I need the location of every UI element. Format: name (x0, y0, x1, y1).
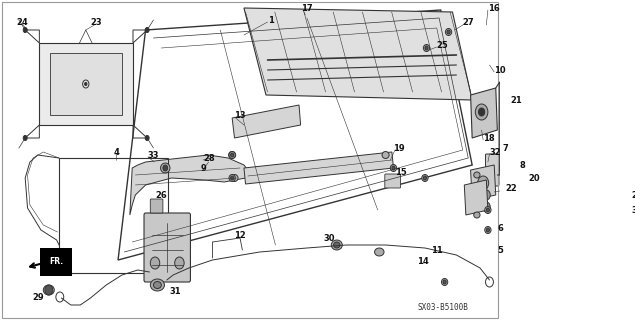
Ellipse shape (331, 240, 342, 250)
Ellipse shape (485, 206, 491, 213)
Ellipse shape (391, 164, 397, 172)
Text: 33: 33 (148, 150, 159, 159)
Circle shape (45, 285, 53, 295)
Text: 25: 25 (437, 41, 448, 50)
Text: 28: 28 (203, 154, 215, 163)
Text: 2: 2 (631, 190, 635, 199)
Circle shape (163, 165, 168, 171)
Text: SX03-B5100B: SX03-B5100B (417, 303, 468, 313)
Ellipse shape (231, 174, 238, 181)
Text: 15: 15 (395, 167, 407, 177)
Ellipse shape (422, 174, 428, 181)
Circle shape (447, 30, 450, 34)
Circle shape (486, 228, 490, 232)
Circle shape (478, 108, 485, 116)
Circle shape (175, 257, 184, 269)
Text: 20: 20 (529, 173, 540, 182)
Text: 22: 22 (505, 183, 517, 193)
Ellipse shape (485, 227, 491, 234)
Circle shape (23, 28, 27, 33)
Circle shape (392, 166, 395, 170)
Ellipse shape (229, 151, 236, 158)
Circle shape (476, 104, 488, 120)
Circle shape (231, 153, 234, 157)
Text: 27: 27 (463, 18, 474, 27)
Text: 26: 26 (156, 190, 168, 199)
Text: 1: 1 (267, 15, 274, 25)
Text: 6: 6 (497, 223, 503, 233)
Circle shape (84, 83, 87, 85)
Ellipse shape (229, 174, 236, 181)
FancyBboxPatch shape (486, 154, 499, 186)
Text: 23: 23 (90, 18, 102, 27)
Circle shape (23, 135, 27, 140)
Text: 7: 7 (502, 143, 508, 153)
Circle shape (478, 176, 489, 190)
Ellipse shape (474, 212, 480, 218)
Text: FR.: FR. (49, 258, 63, 267)
Ellipse shape (43, 285, 55, 295)
Ellipse shape (499, 164, 505, 172)
Polygon shape (244, 8, 472, 100)
Text: 14: 14 (417, 258, 429, 267)
Circle shape (424, 176, 427, 180)
Ellipse shape (161, 163, 170, 173)
Text: 29: 29 (32, 293, 44, 302)
FancyBboxPatch shape (50, 53, 122, 115)
Polygon shape (244, 152, 394, 184)
Circle shape (483, 202, 490, 212)
FancyBboxPatch shape (150, 199, 163, 213)
Circle shape (510, 116, 513, 120)
Circle shape (150, 257, 160, 269)
Ellipse shape (154, 282, 161, 289)
Text: 3: 3 (631, 205, 635, 214)
Circle shape (443, 280, 446, 284)
Text: 18: 18 (483, 133, 495, 142)
Text: 5: 5 (497, 245, 503, 254)
Circle shape (145, 135, 149, 140)
Text: 24: 24 (16, 18, 28, 27)
Polygon shape (471, 165, 496, 200)
Text: 11: 11 (431, 245, 443, 254)
Circle shape (425, 46, 428, 50)
Polygon shape (471, 88, 497, 138)
Ellipse shape (229, 151, 236, 158)
Text: 31: 31 (169, 287, 181, 297)
Circle shape (231, 176, 234, 180)
Ellipse shape (333, 242, 340, 248)
Text: 32: 32 (490, 148, 501, 156)
Ellipse shape (474, 172, 480, 178)
Ellipse shape (375, 248, 384, 256)
Polygon shape (130, 155, 248, 215)
Ellipse shape (382, 151, 389, 158)
Polygon shape (232, 105, 300, 138)
Text: 9: 9 (201, 164, 206, 172)
FancyBboxPatch shape (39, 43, 133, 125)
FancyBboxPatch shape (144, 213, 190, 282)
Text: 19: 19 (394, 143, 405, 153)
Text: 21: 21 (510, 95, 522, 105)
Text: 10: 10 (494, 66, 506, 75)
Circle shape (486, 208, 490, 212)
Ellipse shape (424, 44, 430, 52)
Polygon shape (464, 180, 488, 215)
Text: 4: 4 (114, 148, 119, 156)
Ellipse shape (509, 115, 514, 122)
Ellipse shape (445, 28, 451, 36)
FancyBboxPatch shape (385, 174, 401, 188)
Ellipse shape (441, 278, 448, 285)
Text: 13: 13 (234, 110, 246, 119)
Circle shape (145, 28, 149, 33)
Text: 17: 17 (300, 4, 312, 12)
Text: 8: 8 (519, 161, 525, 170)
Circle shape (483, 190, 490, 200)
Circle shape (500, 166, 504, 170)
Text: 30: 30 (323, 234, 335, 243)
Text: 16: 16 (488, 4, 500, 12)
Ellipse shape (150, 279, 164, 291)
Text: 12: 12 (234, 230, 246, 239)
